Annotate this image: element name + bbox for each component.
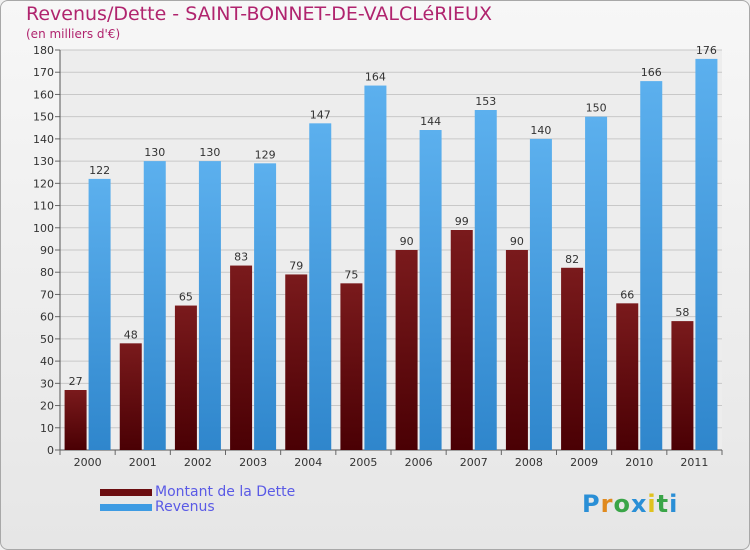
- y-tick-label: 50: [40, 333, 54, 346]
- bar-revenus: [419, 130, 442, 450]
- logo-letter: P: [582, 490, 601, 518]
- bar-dette: [230, 265, 253, 450]
- data-label: 147: [310, 108, 331, 121]
- x-tick-label: 2005: [349, 456, 377, 469]
- data-label: 144: [420, 115, 441, 128]
- bar-revenus: [585, 116, 608, 451]
- x-tick-label: 2007: [460, 456, 488, 469]
- data-label: 82: [565, 253, 579, 266]
- data-label: 153: [475, 95, 496, 108]
- y-tick-label: 40: [40, 355, 54, 368]
- x-tick-label: 2003: [239, 456, 267, 469]
- data-label: 48: [124, 328, 138, 341]
- data-label: 65: [179, 291, 193, 304]
- bar-revenus: [198, 161, 221, 450]
- data-label: 99: [455, 215, 469, 228]
- bar-revenus: [695, 58, 718, 451]
- logo-letter: o: [613, 490, 631, 518]
- bar-dette: [395, 250, 418, 450]
- bar-dette: [285, 274, 308, 450]
- y-tick-label: 160: [33, 88, 54, 101]
- legend-swatch-revenus: [100, 504, 152, 511]
- x-tick-label: 2010: [625, 456, 653, 469]
- x-tick-label: 2009: [570, 456, 598, 469]
- data-label: 90: [400, 235, 414, 248]
- bar-dette: [616, 303, 639, 450]
- x-tick-label: 2006: [405, 456, 433, 469]
- data-label: 150: [586, 102, 607, 115]
- y-tick-label: 20: [40, 400, 54, 413]
- data-label: 122: [89, 164, 110, 177]
- bar-revenus: [364, 85, 387, 451]
- y-tick-label: 0: [47, 444, 54, 457]
- y-tick-label: 100: [33, 222, 54, 235]
- y-tick-label: 10: [40, 422, 54, 435]
- data-label: 130: [199, 146, 220, 159]
- y-tick-label: 170: [33, 66, 54, 79]
- bar-revenus: [143, 161, 166, 450]
- data-label: 27: [69, 375, 83, 388]
- y-tick-label: 180: [33, 44, 54, 57]
- x-tick-label: 2008: [515, 456, 543, 469]
- bar-revenus: [529, 138, 552, 450]
- data-label: 66: [620, 288, 634, 301]
- data-label: 83: [234, 251, 248, 264]
- data-label: 75: [344, 268, 358, 281]
- y-tick-label: 30: [40, 377, 54, 390]
- data-label: 164: [365, 71, 386, 84]
- x-tick-label: 2004: [294, 456, 322, 469]
- y-tick-label: 80: [40, 266, 54, 279]
- bar-dette: [450, 230, 473, 450]
- logo-letter: x: [630, 490, 648, 518]
- logo-letter: i: [669, 490, 679, 518]
- legend-label-revenus: Revenus: [155, 499, 215, 515]
- y-tick-label: 140: [33, 133, 54, 146]
- y-tick-label: 130: [33, 155, 54, 168]
- x-tick-label: 2001: [129, 456, 157, 469]
- bar-dette: [671, 321, 694, 450]
- x-tick-label: 2002: [184, 456, 212, 469]
- logo-letter: t: [656, 490, 670, 518]
- bar-dette: [119, 343, 142, 450]
- data-label: 129: [255, 148, 276, 161]
- logo-letter: r: [600, 490, 614, 518]
- bar-revenus: [474, 110, 497, 450]
- data-label: 79: [289, 259, 303, 272]
- bar-revenus: [309, 123, 332, 450]
- bar-revenus: [254, 163, 277, 451]
- bar-dette: [64, 390, 87, 450]
- data-label: 166: [641, 66, 662, 79]
- legend-label-dette: Montant de la Dette: [155, 484, 296, 500]
- y-tick-label: 150: [33, 111, 54, 124]
- y-tick-label: 70: [40, 288, 54, 301]
- y-tick-label: 90: [40, 244, 54, 257]
- chart-subtitle: (en milliers d'€): [26, 27, 121, 41]
- y-tick-label: 120: [33, 177, 54, 190]
- bar-dette: [505, 250, 528, 450]
- x-tick-label: 2011: [680, 456, 708, 469]
- bar-dette: [340, 283, 363, 450]
- data-label: 130: [144, 146, 165, 159]
- y-tick-label: 110: [33, 200, 54, 213]
- data-label: 58: [675, 306, 689, 319]
- bar-dette: [561, 267, 584, 450]
- x-tick-label: 2000: [74, 456, 102, 469]
- y-tick-label: 60: [40, 311, 54, 324]
- data-label: 176: [696, 44, 717, 57]
- bar-dette: [174, 305, 197, 450]
- chart-title: Revenus/Dette - SAINT-BONNET-DE-VALCLéRI…: [26, 3, 492, 25]
- bar-revenus: [640, 81, 663, 450]
- logo-letter: i: [647, 490, 657, 518]
- bar-revenus: [88, 178, 111, 450]
- legend-swatch-dette: [100, 489, 152, 496]
- proxiti-logo[interactable]: Proxiti: [582, 490, 678, 518]
- data-label: 90: [510, 235, 524, 248]
- data-label: 140: [530, 124, 551, 137]
